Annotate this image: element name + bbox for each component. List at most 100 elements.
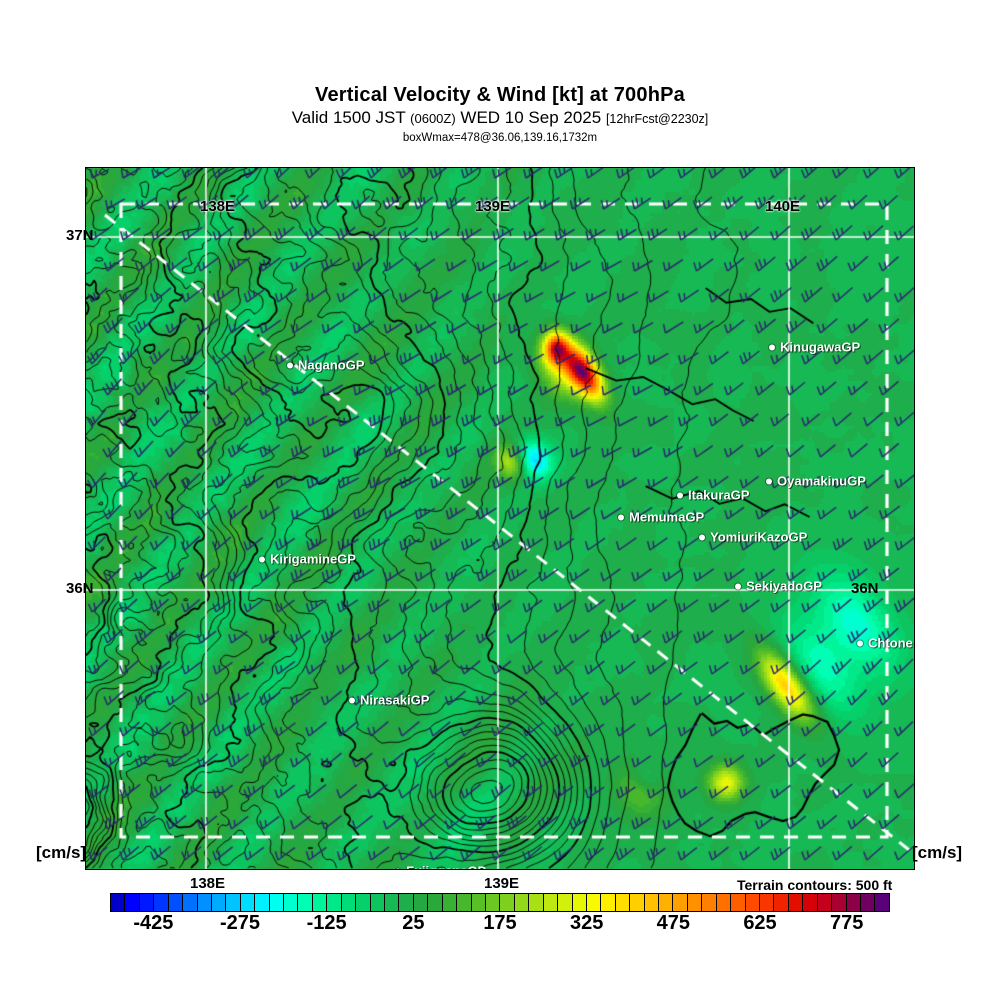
- colorbar-segment: [183, 894, 198, 911]
- colorbar-segment: [817, 894, 833, 911]
- colorbar-segment: [125, 894, 140, 911]
- lon-label-140e-top: 140E: [765, 198, 801, 215]
- station-label: NaganoGP: [298, 357, 365, 373]
- colorbar-tick-labels: -425 -275 -125 25 175 325 475 625 775: [0, 912, 1000, 942]
- station-marker[interactable]: SekiyadoGP: [735, 579, 822, 594]
- colorbar-segment: [673, 894, 688, 911]
- station-dot-icon: [735, 583, 741, 589]
- vertical-velocity-heatmap[interactable]: [86, 168, 914, 869]
- station-dot-icon: [349, 697, 355, 703]
- station-dot-icon: [677, 492, 683, 498]
- colorbar-segment: [255, 894, 270, 911]
- colorbar-segment: [327, 894, 342, 911]
- colorbar-segment: [875, 894, 889, 911]
- colorbar-segment: [543, 894, 559, 911]
- colorbar-segment: [860, 894, 876, 911]
- colorbar-segment: [558, 894, 573, 911]
- station-marker[interactable]: NaganoGP: [287, 358, 364, 373]
- station-label: OyamakinuGP: [777, 473, 866, 489]
- station-marker[interactable]: FujigganeGP: [395, 864, 486, 870]
- station-dot-icon: [769, 344, 775, 350]
- colorbar-segment: [269, 894, 285, 911]
- station-label: MemumaGP: [629, 509, 705, 525]
- colorbar-segment: [485, 894, 501, 911]
- colorbar-tick: -425: [133, 912, 174, 934]
- colorbar-segment: [803, 894, 818, 911]
- colorbar-segment: [601, 894, 616, 911]
- station-label: ItakuraGP: [688, 487, 750, 503]
- colorbar-segment: [240, 894, 256, 911]
- colorbar-tick: 175: [483, 912, 517, 934]
- station-marker[interactable]: MemumaGP: [618, 510, 704, 525]
- colorbar-segment: [586, 894, 602, 911]
- colorbar-segment: [745, 894, 760, 911]
- lat-label-36n-left: 36N: [66, 580, 94, 597]
- colorbar-segment: [529, 894, 544, 911]
- station-label: YomiuriKazoGP: [710, 529, 808, 545]
- colorbar-segment: [687, 894, 703, 911]
- terrain-contour-note: Terrain contours: 500 ft: [737, 877, 893, 893]
- colorbar-segments[interactable]: [110, 893, 890, 912]
- colorbar-segment: [615, 894, 631, 911]
- colorbar-segment: [168, 894, 184, 911]
- station-marker[interactable]: OyamakinuGP: [766, 474, 866, 489]
- colorbar-segment: [731, 894, 746, 911]
- station-label: KinugawaGP: [780, 339, 861, 355]
- station-label: SekiyadoGP: [746, 578, 822, 594]
- colorbar-segment: [644, 894, 660, 911]
- station-label: FujigganeGP: [406, 864, 486, 870]
- colorbar-segment: [211, 894, 227, 911]
- colorbar-segment: [284, 894, 299, 911]
- station-marker[interactable]: NirasakiGP: [349, 693, 429, 708]
- lon-label-139e-bottom: 139E: [484, 875, 520, 892]
- colorbar-segment: [442, 894, 458, 911]
- valid-time-date: WED 10 Sep 2025: [455, 108, 606, 127]
- colorbar[interactable]: [110, 893, 890, 912]
- colorbar-segment: [832, 894, 847, 911]
- colorbar-tick: 625: [743, 912, 777, 934]
- title-block: Vertical Velocity & Wind [kt] at 700hPa …: [0, 84, 1000, 145]
- colorbar-segment: [572, 894, 587, 911]
- station-marker[interactable]: YomiuriKazoGP: [699, 530, 807, 545]
- map-panel[interactable]: NaganoGP KinugawaGP OyamakinuGP ItakuraGP Me…: [85, 167, 915, 870]
- station-label: Chtone: [868, 635, 913, 651]
- station-label: NirasakiGP: [360, 692, 430, 708]
- station-marker[interactable]: Chtone: [857, 636, 913, 651]
- station-dot-icon: [395, 868, 401, 869]
- colorbar-segment: [428, 894, 443, 911]
- page-title: Vertical Velocity & Wind [kt] at 700hPa: [315, 84, 685, 106]
- lat-label-37n-left: 37N: [66, 227, 94, 244]
- colorbar-segment: [413, 894, 429, 911]
- units-label-left: [cm/s]: [36, 843, 87, 862]
- colorbar-segment: [716, 894, 732, 911]
- colorbar-tick: 775: [829, 912, 864, 934]
- colorbar-segment: [774, 894, 789, 911]
- station-dot-icon: [287, 362, 293, 368]
- boxwmax-annotation: boxWmax=478@36.06,139.16,1732m: [402, 132, 598, 144]
- colorbar-segment: [356, 894, 371, 911]
- colorbar-segment: [154, 894, 169, 911]
- colorbar-tick: -275: [219, 912, 261, 934]
- station-dot-icon: [766, 478, 772, 484]
- colorbar-tick: 475: [656, 912, 691, 934]
- station-marker[interactable]: KinugawaGP: [769, 340, 860, 355]
- forecast-tag: [12hrFcst@2230z]: [605, 112, 709, 126]
- station-dot-icon: [259, 556, 265, 562]
- station-dot-icon: [699, 534, 705, 540]
- colorbar-segment: [298, 894, 313, 911]
- colorbar-segment: [630, 894, 645, 911]
- colorbar-tick: -125: [306, 912, 347, 934]
- colorbar-segment: [399, 894, 414, 911]
- colorbar-segment: [702, 894, 717, 911]
- station-dot-icon: [618, 514, 624, 520]
- valid-time-line: Valid 1500 JST (0600Z) WED 10 Sep 2025 […: [0, 107, 1000, 130]
- lon-label-138e-bottom: 138E: [190, 875, 226, 892]
- valid-time-prefix: Valid 1500 JST: [291, 108, 411, 127]
- colorbar-segment: [139, 894, 155, 911]
- colorbar-segment: [471, 894, 486, 911]
- station-marker[interactable]: ItakuraGP: [677, 488, 749, 503]
- colorbar-segment: [759, 894, 775, 911]
- station-marker[interactable]: KirigamineGP: [259, 552, 356, 567]
- lon-label-138e-top: 138E: [200, 198, 236, 215]
- colorbar-segment: [197, 894, 212, 911]
